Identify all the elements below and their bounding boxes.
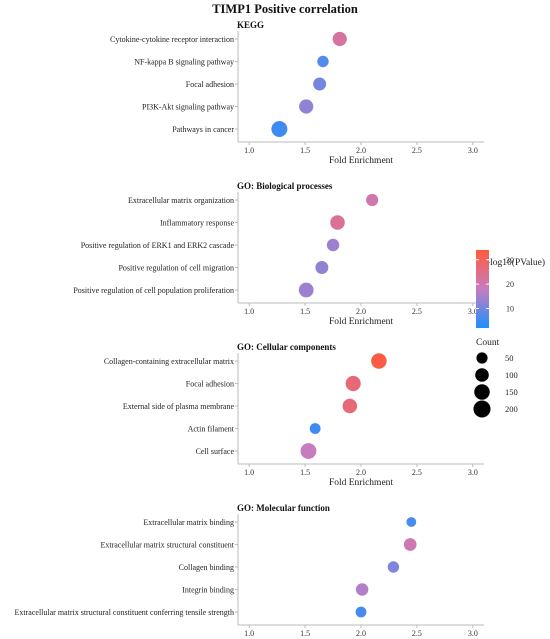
x-tick-label: 2.5	[412, 468, 422, 477]
term-label: Extracellular matrix binding	[143, 518, 234, 527]
term-label: External side of plasma membrane	[123, 402, 235, 411]
data-point	[355, 606, 367, 618]
size-legend-title: Count	[476, 338, 500, 348]
size-legend-label: 150	[505, 387, 518, 397]
size-legend-label: 200	[505, 404, 518, 414]
size-legend-dot	[474, 384, 490, 400]
x-axis-label: Fold Enrichment	[329, 156, 393, 166]
x-axis-label: Fold Enrichment	[329, 478, 393, 488]
panel-3: GO: Cellular components 1.0 1.5 2.0 2.5 3.0 Fo…	[104, 342, 484, 488]
panel-2: GO: Biological processes 1.0 1.5 2.0 2.5 3.0 F…	[73, 181, 484, 327]
size-legend-dot	[476, 352, 488, 364]
data-point	[387, 561, 400, 573]
x-tick-label: 1.0	[244, 307, 254, 316]
color-legend: -log10(PValue) 10 20 30	[476, 250, 545, 328]
x-tick-label: 1.0	[244, 629, 254, 638]
x-tick-label: 2.5	[412, 146, 422, 155]
size-legend-label: 50	[505, 353, 514, 363]
term-label: Pathways in cancer	[172, 125, 234, 134]
term-label: Extracellular matrix organization	[128, 196, 234, 205]
term-label: Inflammatory response	[160, 219, 234, 228]
term-label: Focal adhesion	[186, 380, 234, 389]
chart-title: TIMP1 Positive correlation	[212, 2, 358, 16]
size-legend-dot	[473, 400, 491, 418]
x-tick-label: 3.0	[468, 146, 478, 155]
x-axis-label: Fold Enrichment	[329, 317, 393, 327]
x-tick-label: 1.5	[300, 307, 310, 316]
color-bar-tick-label: 20	[506, 280, 514, 289]
data-point	[366, 193, 379, 207]
data-point	[299, 99, 314, 114]
data-point	[332, 31, 347, 47]
term-label: Extracellular matrix structural constitu…	[15, 608, 234, 617]
data-point	[300, 443, 317, 459]
data-point	[345, 375, 361, 392]
x-tick-label: 2.0	[356, 146, 366, 155]
x-tick-label: 2.0	[356, 629, 366, 638]
term-label: Positive regulation of cell population p…	[73, 286, 234, 295]
data-point	[342, 398, 358, 414]
x-tick-label: 3.0	[468, 468, 478, 477]
term-label: Positive regulation of cell migration	[118, 264, 234, 273]
x-tick-label: 1.0	[244, 146, 254, 155]
term-label: NF-kappa B signaling pathway	[134, 58, 234, 67]
x-tick-label: 1.5	[300, 146, 310, 155]
color-legend-title: -log10(PValue)	[487, 257, 545, 268]
x-tick-label: 2.5	[412, 629, 422, 638]
term-label: Cytokine-cytokine receptor interaction	[110, 35, 234, 44]
x-tick-label: 1.0	[244, 468, 254, 477]
color-bar-tick-label: 10	[506, 305, 514, 314]
term-label: Focal adhesion	[186, 80, 234, 89]
data-point	[326, 238, 340, 252]
panel-title: GO: Molecular function	[237, 503, 330, 513]
x-tick-label: 3.0	[468, 629, 478, 638]
panel-title: GO: Cellular components	[237, 342, 336, 352]
panel-4: GO: Molecular function1.01.52.02.53.0Fol…	[15, 503, 484, 638]
term-label: Collagen binding	[179, 563, 234, 572]
panel-title: KEGG	[237, 20, 264, 30]
x-tick-label: 2.5	[412, 307, 422, 316]
x-tick-label: 2.0	[356, 468, 366, 477]
data-point	[298, 282, 314, 298]
panel-1: KEGG 1.0 1.5 2.0 2.5 3.0 Fold Enrichment Cytoki…	[110, 20, 484, 166]
panels-group: KEGG 1.0 1.5 2.0 2.5 3.0 Fold Enrichment Cytoki…	[15, 20, 484, 638]
term-label: Cell surface	[196, 447, 235, 456]
data-point	[313, 77, 327, 91]
panel-title: GO: Biological processes	[237, 181, 333, 191]
color-bar-tick-label: 30	[506, 256, 514, 265]
data-point	[355, 583, 369, 596]
term-label: Extracellular matrix structural constitu…	[100, 541, 234, 550]
data-point	[371, 353, 387, 369]
data-point	[315, 261, 329, 274]
data-point	[309, 423, 321, 434]
term-label: Positive regulation of ERK1 and ERK2 cas…	[81, 241, 235, 250]
data-point	[317, 55, 329, 68]
data-point	[271, 121, 288, 137]
x-tick-label: 1.5	[300, 629, 310, 638]
data-point	[403, 538, 417, 551]
term-label: Actin filament	[188, 425, 235, 434]
x-tick-label: 1.5	[300, 468, 310, 477]
color-bar	[476, 250, 489, 328]
data-point	[406, 517, 417, 527]
size-legend-dot	[475, 368, 489, 382]
size-legend-label: 100	[505, 370, 518, 380]
data-point	[330, 215, 345, 230]
size-legend: Count 50 100 150 200	[473, 338, 518, 418]
x-tick-label: 3.0	[468, 307, 478, 316]
term-label: Collagen-containing extracellular matrix	[104, 357, 234, 366]
term-label: Integrin binding	[182, 586, 234, 595]
term-label: PI3K-Akt signaling pathway	[142, 103, 234, 112]
x-tick-label: 2.0	[356, 307, 366, 316]
